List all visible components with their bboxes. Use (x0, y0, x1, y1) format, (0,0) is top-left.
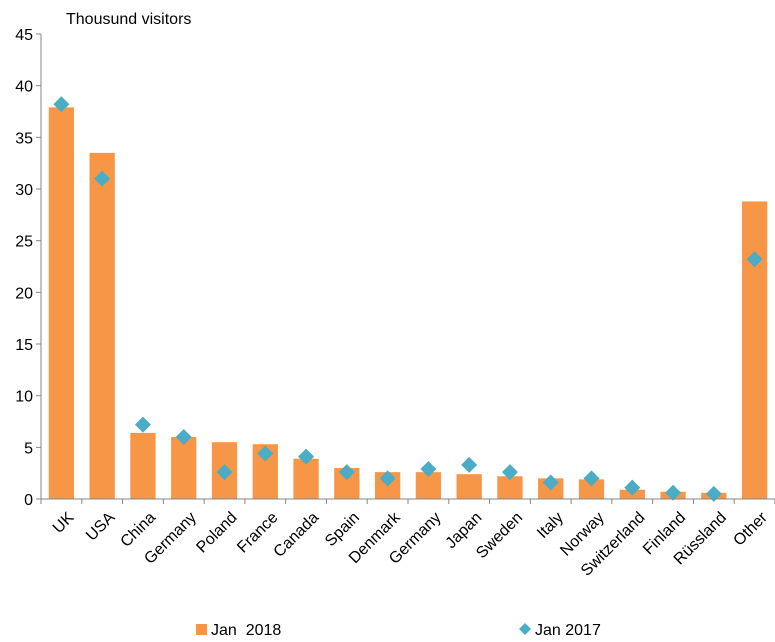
marker-sweden (501, 464, 518, 481)
bar-uk (48, 107, 75, 499)
marker-norway (583, 470, 600, 487)
y-axis: 0 5 10 15 20 25 30 35 40 45 (15, 27, 41, 509)
y-tick-label: 20 (15, 285, 33, 302)
y-tick-label: 5 (24, 440, 33, 457)
bar-norway (578, 479, 605, 499)
y-tick-label: 40 (15, 79, 33, 96)
marker-italy (542, 474, 559, 491)
y-tick-label: 35 (15, 130, 33, 147)
legend-swatch-2018 (196, 624, 207, 635)
marker-uk (53, 96, 70, 113)
legend-label-2017: Jan 2017 (535, 622, 601, 639)
y-tick-label: 15 (15, 337, 33, 354)
marker-japan (461, 456, 478, 473)
marker-usa (94, 170, 111, 187)
y-tick-label: 45 (15, 27, 33, 44)
marker-other (746, 251, 763, 268)
y-tick-label: 30 (15, 182, 33, 199)
marker-switzerland (624, 479, 641, 496)
y-tick-label: 0 (24, 492, 33, 509)
bar-canada (293, 458, 319, 499)
marker-series-2017 (53, 96, 763, 502)
x-tick-label: Other (730, 509, 771, 550)
marker-rüssland (705, 485, 722, 502)
marker-poland (216, 464, 233, 481)
bar-other (741, 201, 768, 499)
marker-germany (420, 461, 437, 478)
marker-france (257, 445, 274, 462)
x-tick-label: Italy (534, 509, 567, 542)
x-tick-label: Poland (193, 509, 240, 556)
x-tick-label: Canada (271, 509, 323, 561)
y-tick-label: 25 (15, 234, 33, 251)
bar-series-2018 (48, 107, 768, 500)
marker-china (134, 416, 151, 433)
marker-spain (338, 464, 355, 481)
y-axis-label: Thousund visitors (66, 11, 191, 28)
marker-denmark (379, 470, 396, 487)
marker-canada (298, 448, 315, 465)
bar-usa (89, 152, 115, 500)
bar-sweden (497, 476, 523, 499)
legend-label-2018: Jan 2018 (211, 622, 281, 639)
marker-germany (175, 429, 192, 445)
bar-germany (171, 437, 197, 499)
bar-japan (456, 474, 482, 499)
y-tick-label: 10 (15, 389, 33, 406)
legend: Jan 2018 Jan 2017 (196, 622, 601, 639)
x-tick-label: UK (50, 509, 78, 537)
marker-finland (665, 484, 682, 501)
legend-marker-2017 (519, 623, 531, 635)
x-tick-label: USA (83, 509, 119, 545)
bar-china (130, 432, 156, 499)
